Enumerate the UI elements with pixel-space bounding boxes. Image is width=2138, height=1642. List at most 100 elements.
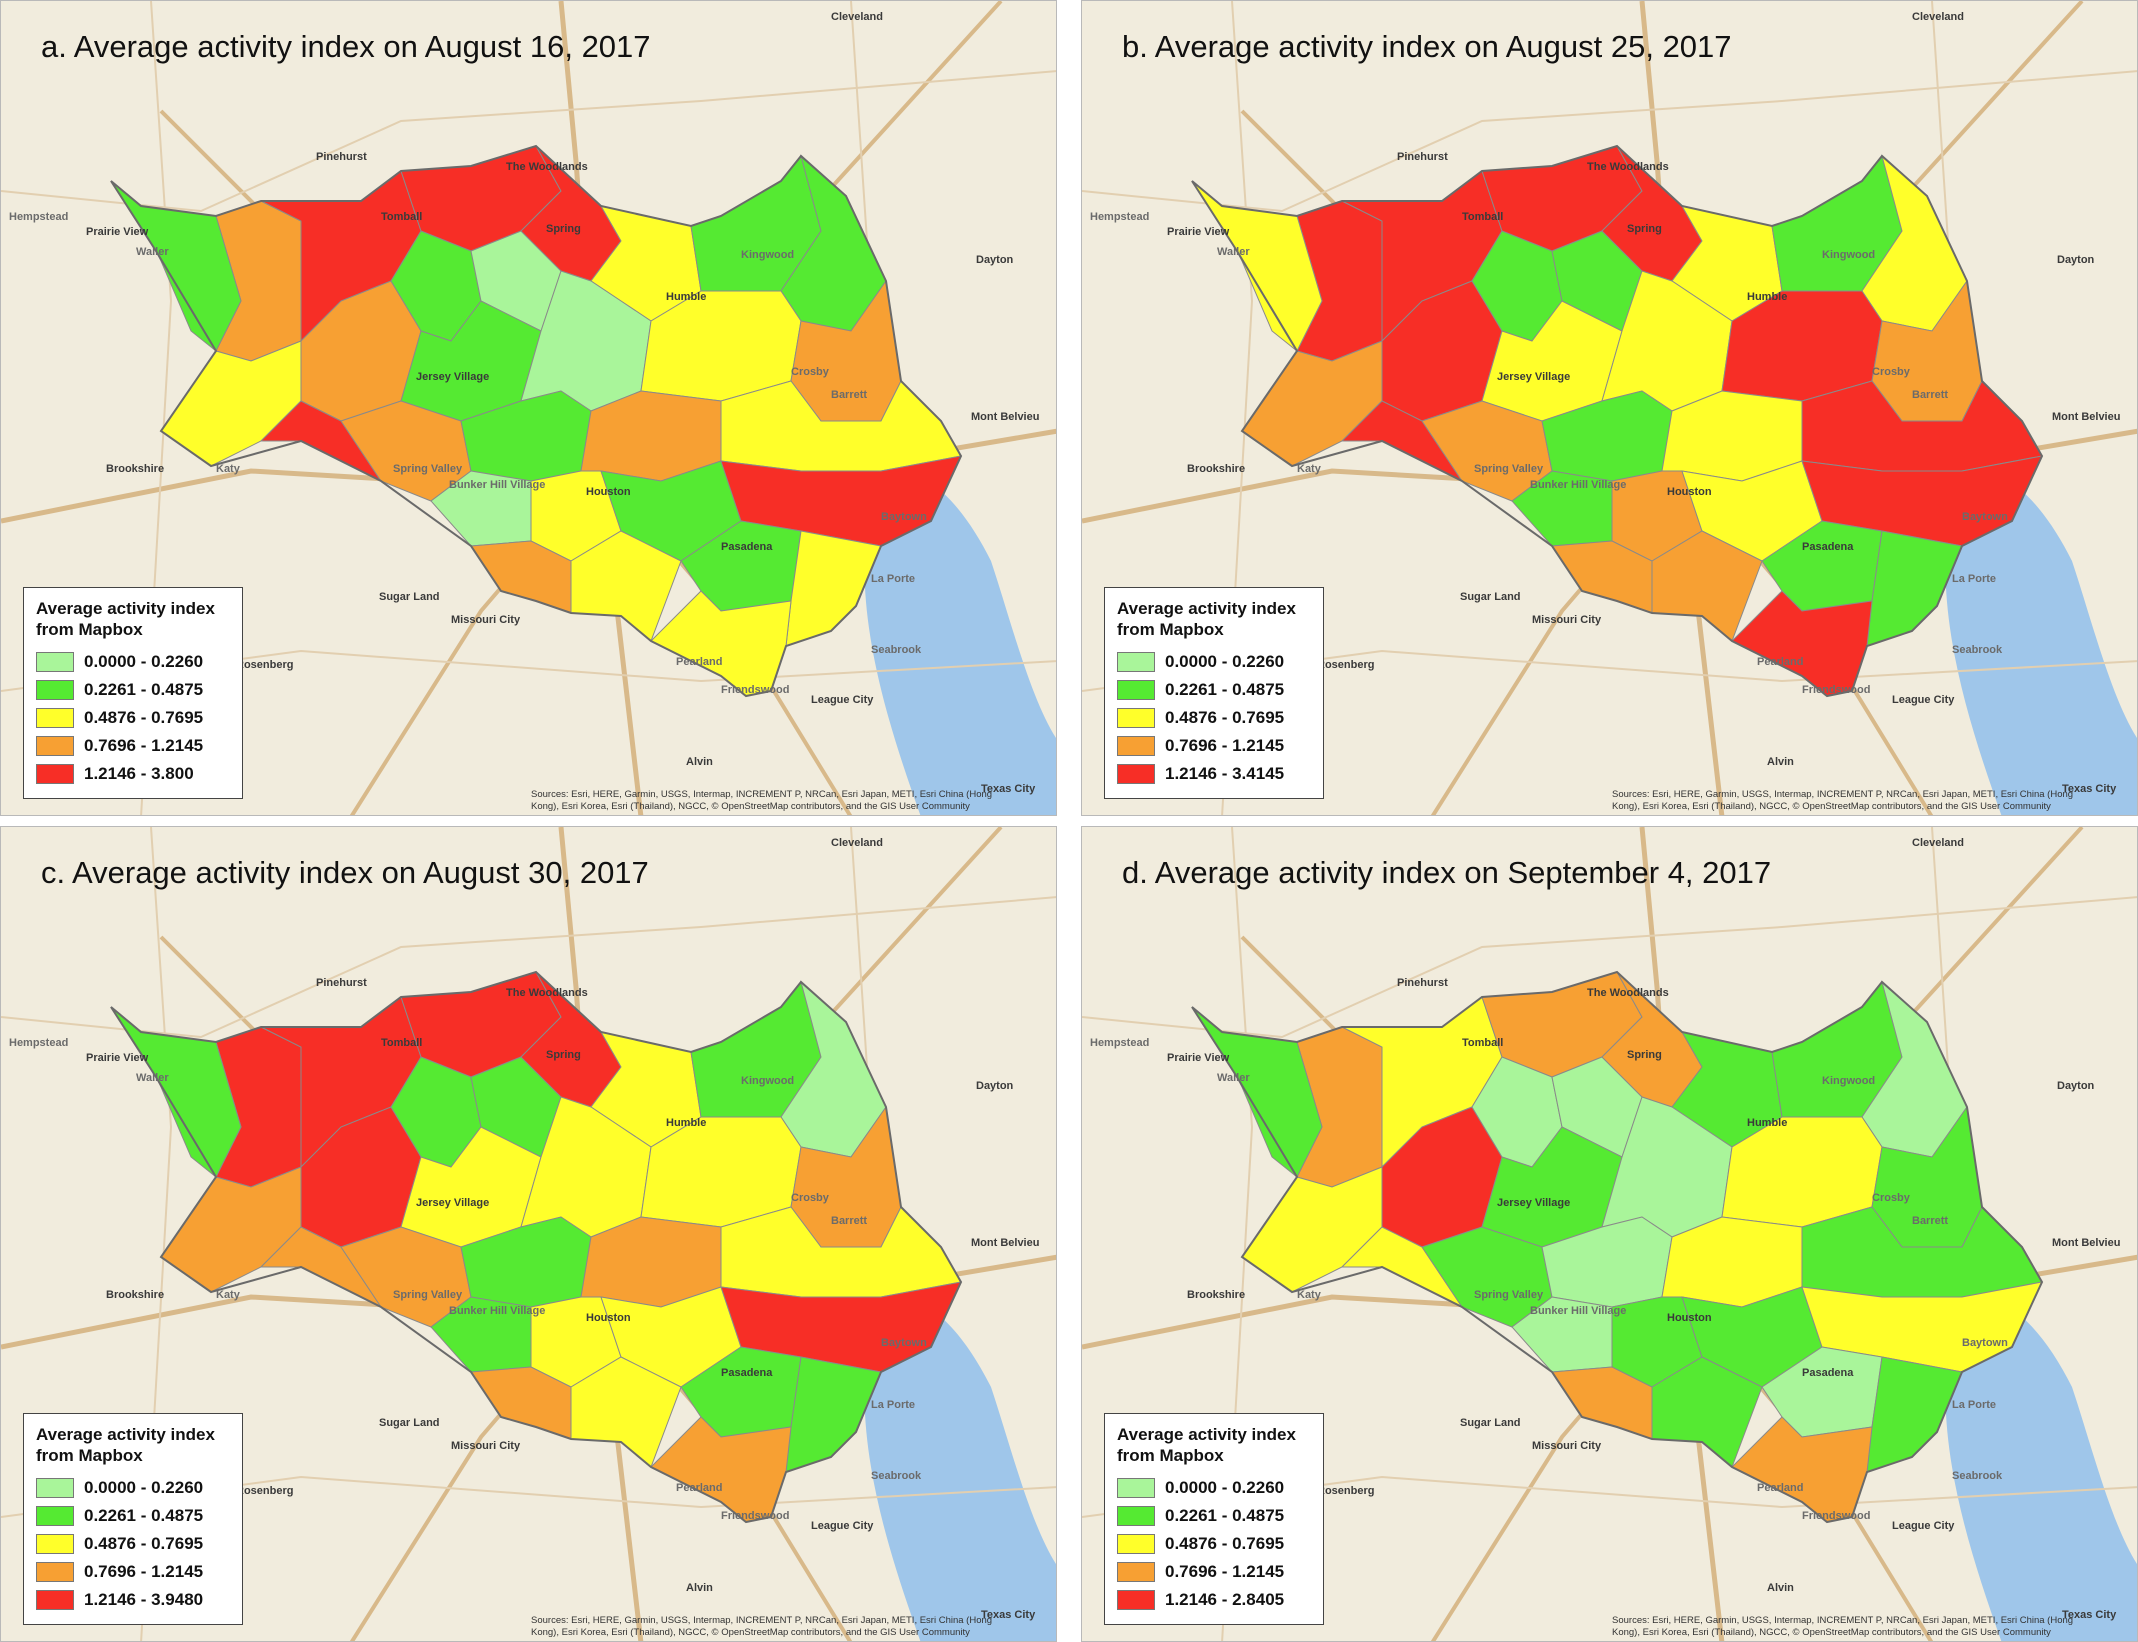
place-label: Brookshire	[106, 1289, 165, 1301]
place-label: League City	[811, 694, 874, 706]
place-label: Seabrook	[871, 1470, 922, 1482]
legend-swatch	[1117, 764, 1155, 784]
map-canvas	[1, 1, 1056, 815]
place-label: Rosenberg	[236, 1485, 294, 1497]
place-label: Bunker Hill Village	[1530, 1305, 1627, 1317]
legend-label: 0.7696 - 1.2145	[84, 736, 204, 755]
place-label: Hempstead	[9, 1037, 69, 1049]
place-label: Seabrook	[1952, 1470, 2003, 1482]
legend-rows: 0.0000 - 0.2260 0.2261 - 0.4875 0.4876 - 0…	[1117, 1474, 1311, 1614]
place-label: Texas City	[981, 783, 1036, 795]
place-label: Crosby	[791, 366, 829, 378]
attribution-line: Sources: Esri, HERE, Garmin, USGS, Inter…	[531, 1615, 993, 1626]
legend-row: 0.4876 - 0.7695	[36, 1530, 230, 1558]
attribution: Sources: Esri, HERE, Garmin, USGS, Inter…	[531, 789, 1051, 813]
place-label: Spring Valley	[1474, 1289, 1544, 1301]
place-label: Kingwood	[741, 1075, 795, 1087]
legend-row: 0.7696 - 1.2145	[36, 1558, 230, 1586]
panel-title: c. Average activity index on August 30, …	[41, 855, 649, 890]
legend-label: 0.0000 - 0.2260	[1165, 1478, 1285, 1497]
legend-title: Average activity index from Mapbox	[36, 1425, 215, 1465]
place-label: Jersey Village	[416, 1197, 490, 1209]
place-label: Barrett	[831, 389, 868, 401]
place-label: Prairie View	[86, 1052, 149, 1064]
place-label: Seabrook	[871, 644, 922, 656]
place-label: The Woodlands	[506, 987, 588, 999]
panel-title: b. Average activity index on August 25, …	[1122, 29, 1732, 64]
place-label: Humble	[666, 1117, 707, 1129]
legend-label: 0.7696 - 1.2145	[1165, 1562, 1285, 1581]
legend-row: 0.4876 - 0.7695	[1117, 704, 1311, 732]
place-label: Baytown	[881, 1337, 927, 1349]
zone	[1191, 180, 1323, 352]
place-label: Tomball	[1462, 211, 1504, 223]
place-label: La Porte	[1952, 1399, 1997, 1411]
place-label: Alvin	[686, 1582, 713, 1594]
legend-swatch	[1117, 708, 1155, 728]
place-label: Tomball	[381, 1037, 423, 1049]
legend-row: 1.2146 - 3.9480	[36, 1586, 230, 1614]
attribution-line: Sources: Esri, HERE, Garmin, USGS, Inter…	[1612, 789, 2074, 800]
place-label: Kingwood	[741, 249, 795, 261]
legend-row: 0.7696 - 1.2145	[1117, 732, 1311, 760]
water-bay	[1945, 469, 2137, 815]
county-outline	[110, 144, 963, 698]
legend: Average activity index from Mapbox 0.000…	[23, 1413, 243, 1625]
legend-swatch	[36, 708, 74, 728]
place-label: Katy	[216, 463, 240, 475]
map-canvas	[1082, 827, 2137, 1641]
zone	[110, 1006, 242, 1178]
place-label: Prairie View	[1167, 226, 1230, 238]
attribution-line: Sources: Esri, HERE, Garmin, USGS, Inter…	[531, 789, 993, 800]
place-label: Pasadena	[1802, 1367, 1854, 1379]
place-label: Spring	[546, 223, 581, 235]
place-label: Crosby	[1872, 366, 1910, 378]
place-label: Texas City	[981, 1609, 1036, 1621]
place-label: Spring	[1627, 223, 1662, 235]
legend-row: 0.0000 - 0.2260	[36, 648, 230, 676]
legend-swatch	[1117, 652, 1155, 672]
place-label: Humble	[666, 291, 707, 303]
place-label: Pearland	[1757, 656, 1804, 668]
map-panel-a: Cleveland The Woodlands Pinehurst Hempstead…	[0, 0, 1057, 816]
legend-swatch	[36, 1534, 74, 1554]
choropleth-zones	[1191, 971, 2043, 1523]
place-label: Sugar Land	[1460, 591, 1521, 603]
legend-swatch	[36, 764, 74, 784]
place-label: Prairie View	[86, 226, 149, 238]
legend-swatch	[36, 1478, 74, 1498]
legend-row: 1.2146 - 2.8405	[1117, 1586, 1311, 1614]
place-label: Houston	[1667, 1312, 1712, 1324]
place-label: Katy	[216, 1289, 240, 1301]
legend-swatch	[1117, 736, 1155, 756]
place-label: Pinehurst	[316, 977, 367, 989]
place-label: Pinehurst	[316, 151, 367, 163]
place-label: Pearland	[1757, 1482, 1804, 1494]
legend-label: 1.2146 - 3.4145	[1165, 764, 1285, 783]
attribution: Sources: Esri, HERE, Garmin, USGS, Inter…	[1612, 789, 2132, 813]
legend-label: 0.0000 - 0.2260	[84, 1478, 204, 1497]
place-label: Sugar Land	[1460, 1417, 1521, 1429]
place-label: Sugar Land	[379, 591, 440, 603]
place-label: League City	[1892, 694, 1955, 706]
place-label: La Porte	[871, 1399, 916, 1411]
legend-label: 0.2261 - 0.4875	[1165, 1506, 1285, 1525]
attribution-line: Sources: Esri, HERE, Garmin, USGS, Inter…	[1612, 1615, 2074, 1626]
legend-swatch	[36, 1562, 74, 1582]
place-label: Bunker Hill Village	[449, 1305, 546, 1317]
place-label: Friendswood	[1802, 684, 1871, 696]
place-label: Mont Belvieu	[971, 1237, 1040, 1249]
legend-row: 1.2146 - 3.4145	[1117, 760, 1311, 788]
attribution: Sources: Esri, HERE, Garmin, USGS, Inter…	[531, 1615, 1051, 1639]
place-label: Katy	[1297, 1289, 1321, 1301]
legend-swatch	[1117, 1590, 1155, 1610]
place-label: Hempstead	[9, 211, 69, 223]
legend: Average activity index from Mapbox 0.000…	[1104, 587, 1324, 799]
legend-row: 0.7696 - 1.2145	[36, 732, 230, 760]
legend-swatch	[1117, 680, 1155, 700]
legend-label: 1.2146 - 2.8405	[1165, 1590, 1285, 1609]
place-label: Rosenberg	[236, 659, 294, 671]
place-label: The Woodlands	[1587, 987, 1669, 999]
legend-row: 0.2261 - 0.4875	[1117, 1502, 1311, 1530]
legend-swatch	[1117, 1478, 1155, 1498]
